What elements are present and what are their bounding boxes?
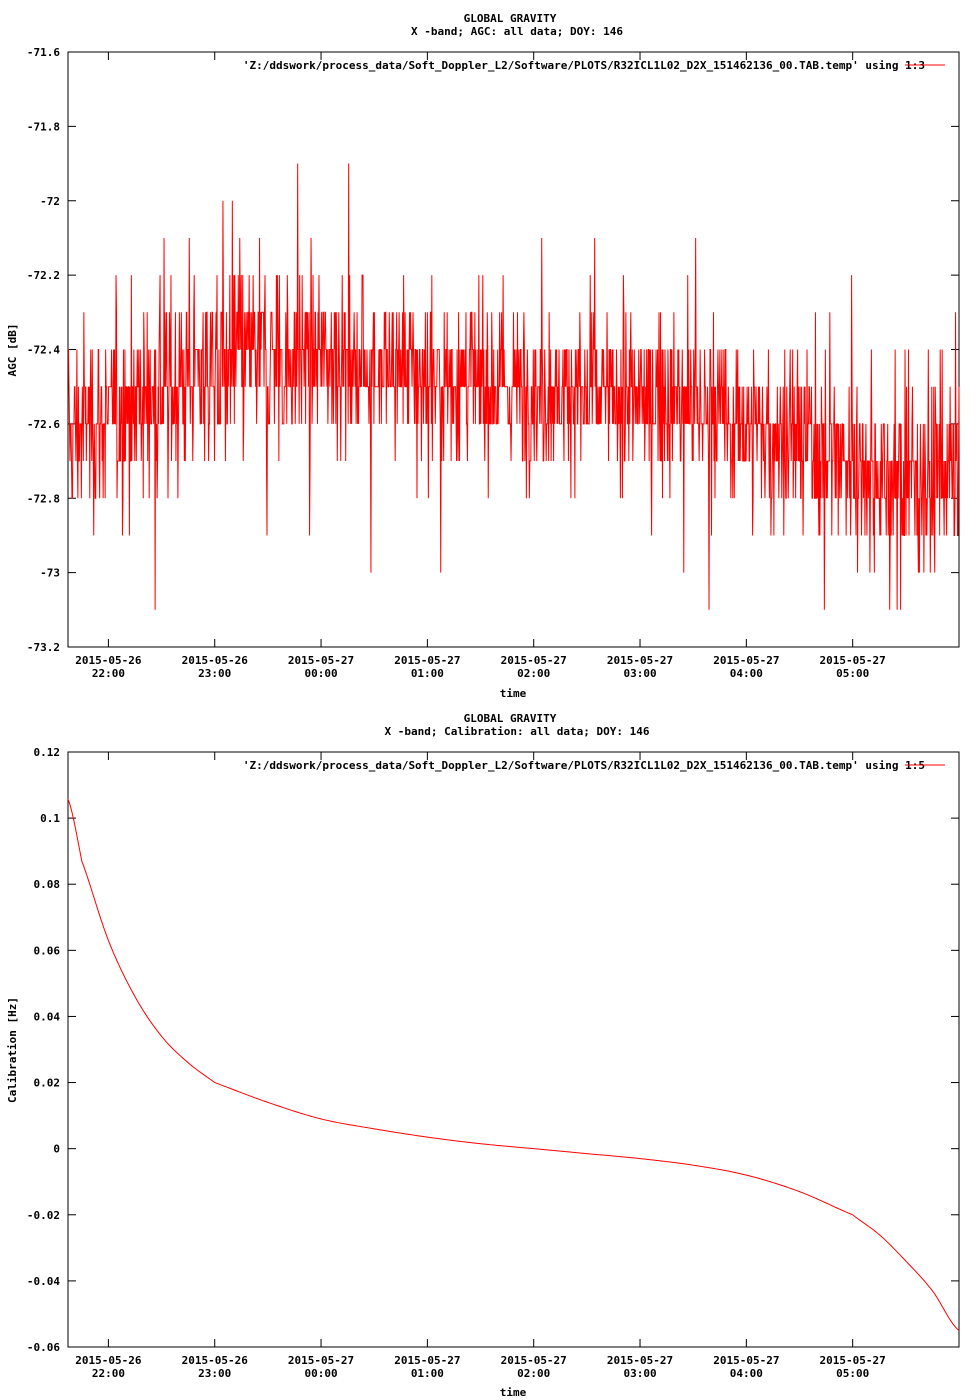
y-tick-label: -72.4 bbox=[27, 344, 60, 357]
x-tick-time: 00:00 bbox=[304, 667, 337, 680]
y-tick-label: 0.12 bbox=[34, 746, 61, 759]
x-axis-label: time bbox=[500, 1386, 527, 1399]
x-tick-date: 2015-05-27 bbox=[713, 1354, 779, 1367]
y-tick-label: -0.06 bbox=[27, 1341, 60, 1354]
y-axis-label: AGC [dB] bbox=[6, 324, 19, 377]
chart-agc: GLOBAL GRAVITY X -band; AGC: all data; D… bbox=[6, 12, 960, 700]
x-tick-time: 04:00 bbox=[730, 667, 763, 680]
x-tick-time: 00:00 bbox=[304, 1367, 337, 1380]
plot-frame bbox=[67, 751, 960, 1348]
x-ticks: 2015-05-2622:002015-05-2623:002015-05-27… bbox=[75, 752, 886, 1380]
agc-series-line bbox=[68, 163, 960, 610]
legend-label: 'Z:/ddswork/process_data/Soft_Doppler_L2… bbox=[243, 59, 925, 72]
x-tick-time: 02:00 bbox=[517, 667, 550, 680]
x-tick-time: 03:00 bbox=[623, 667, 656, 680]
x-tick-date: 2015-05-27 bbox=[288, 1354, 354, 1367]
y-tick-label: -73.2 bbox=[27, 641, 60, 654]
x-tick-date: 2015-05-27 bbox=[713, 654, 779, 667]
chart-subtitle: X -band; AGC: all data; DOY: 146 bbox=[411, 25, 623, 38]
y-tick-label: -73 bbox=[40, 567, 60, 580]
x-tick-time: 05:00 bbox=[836, 1367, 869, 1380]
y-tick-label: 0.06 bbox=[34, 944, 61, 957]
y-ticks: -71.6 -71.8 -72 -72.2 -72.4 -72.6 -72.8 -73 -73.… bbox=[27, 46, 959, 654]
y-tick-label: 0.1 bbox=[40, 812, 60, 825]
y-tick-label: -71.6 bbox=[27, 46, 60, 59]
chart-title: GLOBAL GRAVITY bbox=[464, 712, 557, 725]
calibration-series-line bbox=[67, 798, 960, 1331]
x-tick-time: 02:00 bbox=[517, 1367, 550, 1380]
x-tick-date: 2015-05-26 bbox=[75, 654, 142, 667]
y-tick-label: 0.04 bbox=[34, 1010, 61, 1023]
chart-calibration: GLOBAL GRAVITY X -band; Calibration: all… bbox=[6, 712, 960, 1399]
y-ticks: 0.12 0.1 0.08 0.06 0.04 0.02 0 -0.02 -0.04 -0.06 bbox=[27, 746, 959, 1354]
x-tick-time: 04:00 bbox=[730, 1367, 763, 1380]
y-tick-label: -71.8 bbox=[27, 120, 60, 133]
x-axis-label: time bbox=[500, 687, 527, 700]
y-axis-label: Calibration [Hz] bbox=[6, 997, 19, 1103]
chart-subtitle: X -band; Calibration: all data; DOY: 146 bbox=[385, 725, 650, 738]
x-tick-time: 01:00 bbox=[411, 667, 444, 680]
y-tick-label: -0.04 bbox=[27, 1275, 60, 1288]
y-tick-label: -72.6 bbox=[27, 418, 60, 431]
x-tick-time: 22:00 bbox=[92, 1367, 125, 1380]
x-tick-date: 2015-05-26 bbox=[182, 654, 249, 667]
x-tick-time: 23:00 bbox=[198, 1367, 231, 1380]
x-tick-time: 01:00 bbox=[411, 1367, 444, 1380]
y-tick-label: -72 bbox=[40, 195, 60, 208]
x-tick-time: 23:00 bbox=[198, 667, 231, 680]
x-tick-date: 2015-05-27 bbox=[501, 1354, 567, 1367]
y-tick-label: -72.2 bbox=[27, 269, 60, 282]
y-tick-label: 0.02 bbox=[34, 1077, 61, 1090]
x-tick-date: 2015-05-27 bbox=[820, 654, 886, 667]
x-ticks: 2015-05-2622:002015-05-2623:002015-05-27… bbox=[75, 52, 886, 680]
x-tick-date: 2015-05-26 bbox=[75, 1354, 142, 1367]
x-tick-date: 2015-05-27 bbox=[607, 1354, 673, 1367]
y-tick-label: 0.08 bbox=[34, 878, 61, 891]
x-tick-date: 2015-05-26 bbox=[182, 1354, 249, 1367]
legend-label: 'Z:/ddswork/process_data/Soft_Doppler_L2… bbox=[243, 759, 925, 772]
x-tick-date: 2015-05-27 bbox=[501, 654, 567, 667]
y-tick-label: 0 bbox=[53, 1143, 60, 1156]
x-tick-date: 2015-05-27 bbox=[288, 654, 354, 667]
y-tick-label: -72.8 bbox=[27, 492, 60, 505]
x-tick-date: 2015-05-27 bbox=[394, 1354, 460, 1367]
x-tick-date: 2015-05-27 bbox=[607, 654, 673, 667]
x-tick-date: 2015-05-27 bbox=[394, 654, 460, 667]
x-tick-time: 05:00 bbox=[836, 667, 869, 680]
x-tick-date: 2015-05-27 bbox=[820, 1354, 886, 1367]
x-tick-time: 22:00 bbox=[92, 667, 125, 680]
x-tick-time: 03:00 bbox=[623, 1367, 656, 1380]
chart-title: GLOBAL GRAVITY bbox=[464, 12, 557, 25]
y-tick-label: -0.02 bbox=[27, 1209, 60, 1222]
